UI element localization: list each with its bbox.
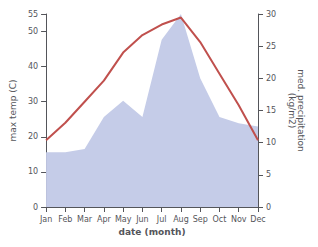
svg-text:15: 15	[266, 106, 276, 115]
svg-text:med. precipitation: med. precipitation	[295, 69, 306, 152]
svg-text:Sep: Sep	[193, 215, 208, 224]
svg-text:Oct: Oct	[213, 215, 227, 224]
svg-text:30: 30	[28, 97, 38, 106]
svg-text:Feb: Feb	[58, 215, 72, 224]
svg-text:Jul: Jul	[156, 215, 167, 224]
svg-text:30: 30	[266, 10, 276, 19]
svg-text:5: 5	[266, 170, 271, 179]
svg-text:20: 20	[28, 132, 38, 141]
svg-text:10: 10	[28, 167, 38, 176]
svg-text:Apr: Apr	[97, 215, 112, 224]
svg-text:Jan: Jan	[39, 215, 52, 224]
svg-text:Aug: Aug	[173, 215, 189, 224]
svg-text:10: 10	[266, 138, 276, 147]
svg-text:40: 40	[28, 62, 38, 71]
svg-text:date (month): date (month)	[119, 227, 186, 237]
svg-text:Jun: Jun	[135, 215, 149, 224]
svg-text:Nov: Nov	[231, 215, 247, 224]
svg-text:May: May	[115, 215, 132, 224]
svg-text:0: 0	[33, 203, 38, 212]
svg-text:Mar: Mar	[77, 215, 93, 224]
svg-text:20: 20	[266, 74, 276, 83]
svg-text:0: 0	[266, 203, 271, 212]
svg-text:(kg/m2): (kg/m2)	[287, 93, 297, 128]
svg-text:50: 50	[28, 27, 38, 36]
svg-text:55: 55	[28, 10, 38, 19]
svg-text:25: 25	[266, 42, 276, 51]
svg-text:Dec: Dec	[250, 215, 265, 224]
svg-text:max temp (C): max temp (C)	[8, 79, 18, 141]
